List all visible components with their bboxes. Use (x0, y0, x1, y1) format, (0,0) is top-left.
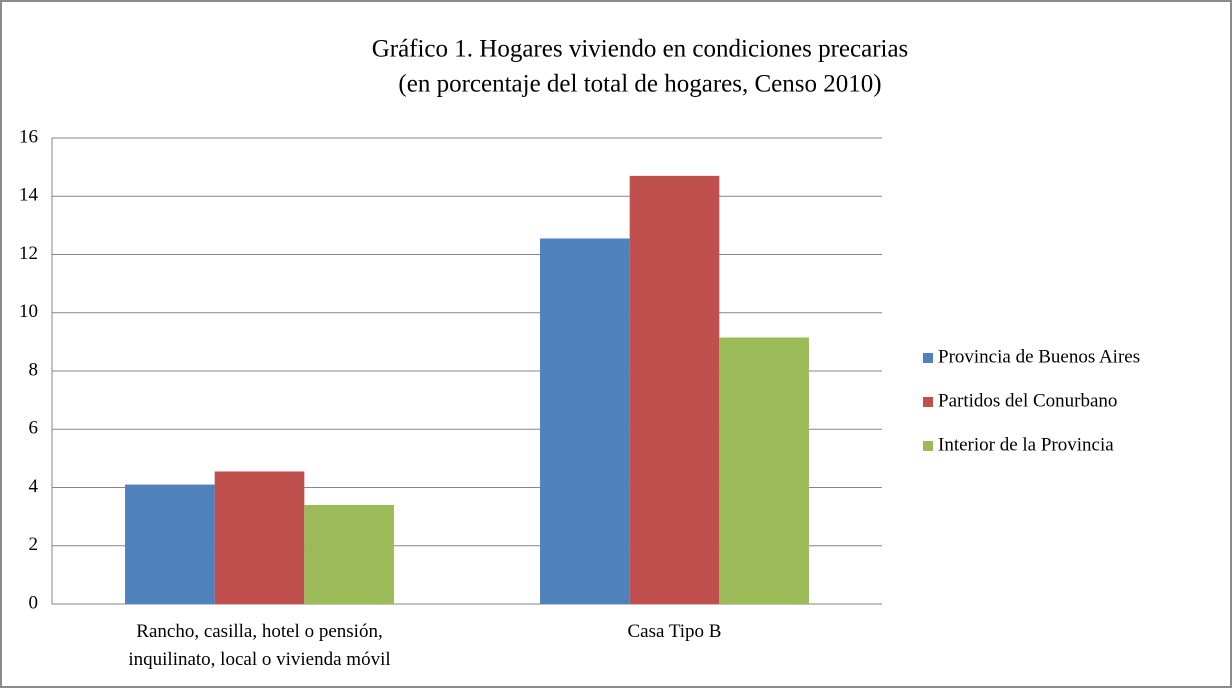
y-tick-label: 0 (29, 592, 39, 613)
chart-title: Gráfico 1. Hogares viviendo en condicion… (372, 36, 909, 63)
legend-label: Interior de la Provincia (938, 434, 1114, 455)
y-tick-label: 16 (19, 126, 38, 147)
bar (719, 337, 809, 604)
bar (540, 238, 630, 604)
legend-swatch (923, 353, 933, 363)
y-tick-label: 6 (29, 418, 39, 439)
y-tick-label: 8 (29, 359, 39, 380)
legend-label: Provincia de Buenos Aires (938, 346, 1140, 367)
legend-label: Partidos del Conurbano (938, 390, 1117, 411)
y-tick-label: 10 (19, 301, 38, 322)
legend-swatch (923, 441, 933, 451)
y-tick-label: 12 (19, 243, 38, 264)
chart-subtitle: (en porcentaje del total de hogares, Cen… (398, 71, 881, 98)
x-tick-label: Casa Tipo B (627, 621, 722, 642)
bar (304, 504, 394, 604)
legend-swatch (923, 397, 933, 407)
y-tick-label: 4 (29, 476, 39, 497)
bar (214, 471, 305, 604)
bar (629, 175, 720, 605)
y-tick-label: 2 (29, 534, 39, 555)
bar (125, 484, 215, 604)
y-tick-label: 14 (19, 185, 39, 206)
x-tick-label: Rancho, casilla, hotel o pensión, inquil… (128, 621, 391, 670)
